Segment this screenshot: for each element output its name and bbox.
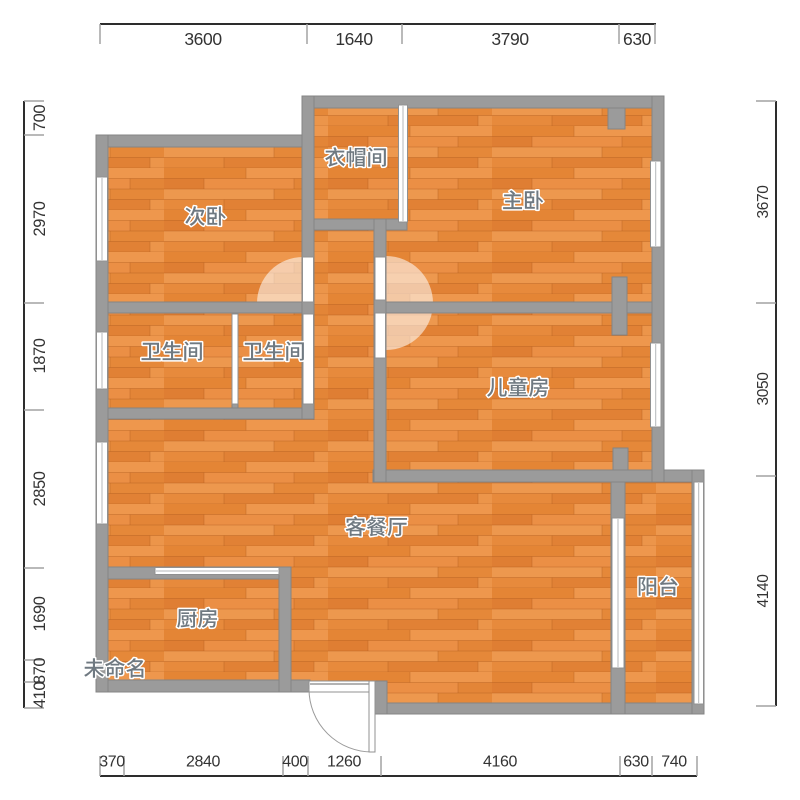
svg-text:2970: 2970 bbox=[31, 201, 49, 236]
svg-text:630: 630 bbox=[623, 754, 649, 771]
svg-text:1640: 1640 bbox=[335, 29, 373, 49]
svg-text:700: 700 bbox=[31, 105, 49, 132]
svg-text:630: 630 bbox=[623, 29, 652, 49]
svg-text:4140: 4140 bbox=[755, 574, 772, 608]
svg-text:740: 740 bbox=[661, 754, 687, 771]
svg-text:1260: 1260 bbox=[327, 754, 361, 771]
svg-text:410: 410 bbox=[31, 682, 49, 709]
svg-text:870: 870 bbox=[31, 658, 49, 685]
svg-text:2840: 2840 bbox=[186, 754, 220, 771]
svg-text:4160: 4160 bbox=[483, 754, 517, 771]
svg-text:400: 400 bbox=[282, 754, 308, 771]
svg-text:2850: 2850 bbox=[31, 471, 49, 506]
svg-text:1690: 1690 bbox=[31, 596, 49, 631]
svg-text:3600: 3600 bbox=[184, 29, 222, 49]
svg-text:3050: 3050 bbox=[755, 372, 772, 406]
svg-text:3670: 3670 bbox=[755, 185, 772, 219]
svg-text:1870: 1870 bbox=[31, 338, 49, 373]
svg-text:370: 370 bbox=[99, 754, 125, 771]
svg-text:3790: 3790 bbox=[491, 29, 529, 49]
